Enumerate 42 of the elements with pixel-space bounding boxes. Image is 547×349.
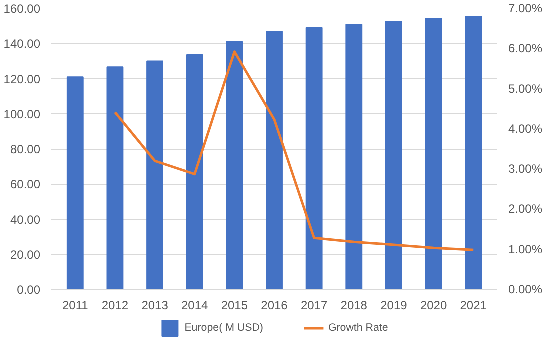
legend-label: Growth Rate: [328, 322, 388, 334]
y2-tick-label: 1.00%: [508, 242, 543, 256]
x-tick-label: 2013: [142, 298, 169, 312]
y-tick-label: 120.00: [4, 72, 41, 86]
y-tick-label: 100.00: [4, 107, 41, 122]
x-tick-label: 2018: [340, 298, 368, 312]
y-tick-label: 80.00: [10, 142, 41, 156]
bar: [465, 16, 482, 290]
x-tick-label: 2016: [261, 298, 288, 312]
y2-tick-label: 7.00%: [508, 2, 543, 16]
y-tick-label: 20.00: [10, 248, 41, 262]
x-tick-label: 2014: [182, 298, 209, 312]
y2-tick-label: 5.00%: [508, 82, 543, 96]
bar: [306, 27, 323, 290]
bar: [266, 31, 283, 290]
bar: [346, 24, 363, 290]
line-series: [114, 50, 475, 252]
bar: [425, 18, 442, 290]
legend-label: Europe( M USD): [184, 322, 264, 334]
x-tick-label: 2017: [300, 298, 328, 312]
y-tick-label: 140.00: [4, 37, 41, 52]
y2-tick-label: 4.00%: [508, 122, 543, 136]
y2-tick-label: 2.00%: [508, 202, 543, 216]
bar: [386, 21, 402, 290]
x-tick-label: 2020: [420, 298, 448, 312]
bar: [186, 54, 204, 290]
y2-tick-label: 3.00%: [508, 162, 543, 176]
bar: [66, 76, 84, 290]
bar: [146, 60, 164, 290]
x-tick-label: 2021: [460, 298, 488, 312]
y-tick-label: 60.00: [10, 178, 41, 192]
y2-tick-label: 0.00%: [508, 282, 543, 296]
y-tick-label: 40.00: [10, 212, 41, 227]
x-tick-label: 2011: [62, 298, 89, 312]
x-tick-label: 2015: [221, 298, 248, 312]
x-tick-label: 2019: [380, 298, 408, 312]
y-tick-label: 160.00: [4, 2, 41, 16]
bar: [106, 66, 124, 290]
y2-tick-label: 6.00%: [508, 42, 543, 56]
y-tick-label: 0.00: [17, 283, 41, 297]
bar: [226, 41, 244, 290]
x-tick-label: 2012: [102, 298, 129, 312]
